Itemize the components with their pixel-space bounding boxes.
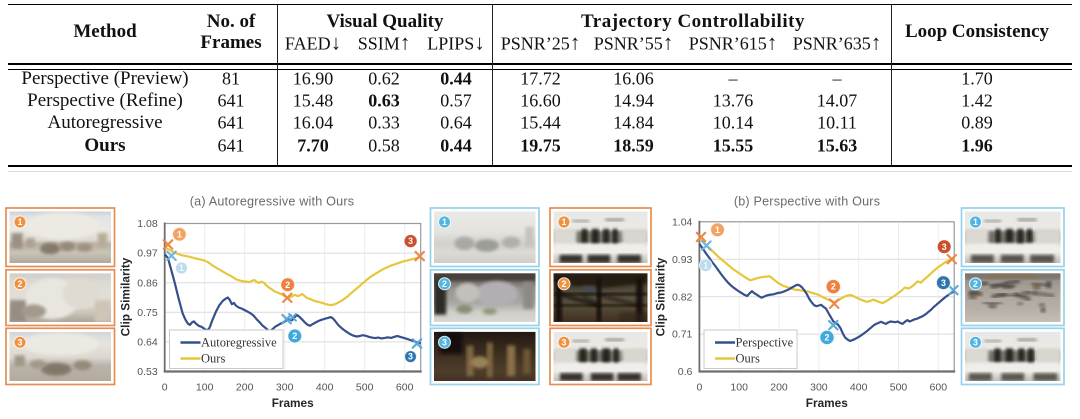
svg-text:1: 1 [442, 217, 447, 227]
svg-text:Frames: Frames [272, 396, 314, 410]
svg-text:1: 1 [562, 217, 567, 227]
svg-text:1: 1 [179, 263, 184, 273]
svg-text:3: 3 [408, 352, 413, 362]
svg-text:Frames: Frames [806, 396, 848, 410]
svg-text:0.71: 0.71 [672, 329, 693, 341]
svg-text:(b) Perspective with Ours: (b) Perspective with Ours [734, 195, 880, 209]
svg-text:0.64: 0.64 [137, 337, 158, 349]
svg-text:0.93: 0.93 [672, 254, 693, 266]
svg-text:2: 2 [442, 279, 447, 289]
svg-text:600: 600 [930, 382, 948, 394]
svg-text:3: 3 [442, 337, 447, 347]
svg-text:300: 300 [276, 382, 294, 394]
svg-text:1: 1 [18, 217, 23, 227]
svg-text:1: 1 [177, 229, 182, 239]
svg-text:Autoregressive: Autoregressive [201, 336, 277, 350]
svg-text:0.97: 0.97 [137, 248, 158, 260]
svg-text:100: 100 [730, 382, 748, 394]
svg-text:0.75: 0.75 [137, 307, 158, 319]
svg-text:2: 2 [285, 280, 290, 290]
svg-text:2: 2 [825, 333, 830, 343]
svg-text:1: 1 [715, 225, 720, 235]
svg-text:2: 2 [562, 279, 567, 289]
svg-text:Ours: Ours [201, 352, 225, 366]
svg-text:0: 0 [696, 382, 702, 394]
svg-text:1: 1 [973, 217, 978, 227]
svg-text:Clip Similarity: Clip Similarity [119, 257, 133, 336]
svg-text:1.04: 1.04 [672, 216, 693, 228]
svg-text:(a) Autoregressive with Ours: (a) Autoregressive with Ours [190, 195, 354, 209]
svg-text:0: 0 [162, 382, 168, 394]
svg-text:300: 300 [810, 382, 828, 394]
svg-text:3: 3 [973, 337, 978, 347]
svg-text:3: 3 [941, 278, 946, 288]
svg-text:0.82: 0.82 [672, 291, 693, 303]
svg-text:100: 100 [196, 382, 214, 394]
svg-text:400: 400 [850, 382, 868, 394]
svg-text:200: 200 [236, 382, 254, 394]
svg-text:0.6: 0.6 [678, 366, 693, 378]
svg-text:3: 3 [18, 337, 23, 347]
svg-text:2: 2 [973, 279, 978, 289]
svg-text:2: 2 [292, 331, 297, 341]
svg-text:3: 3 [408, 236, 413, 246]
svg-text:0.86: 0.86 [137, 277, 158, 289]
svg-text:2: 2 [18, 279, 23, 289]
svg-text:3: 3 [942, 242, 947, 252]
svg-text:600: 600 [396, 382, 414, 394]
svg-text:3: 3 [562, 337, 567, 347]
svg-text:0.53: 0.53 [137, 366, 158, 378]
svg-text:Ours: Ours [736, 352, 760, 366]
svg-text:1.08: 1.08 [137, 218, 158, 230]
svg-text:Clip Similarity: Clip Similarity [653, 257, 667, 336]
svg-text:Perspective: Perspective [736, 336, 794, 350]
svg-text:1: 1 [703, 260, 708, 270]
svg-text:2: 2 [831, 282, 836, 292]
svg-text:200: 200 [770, 382, 788, 394]
svg-text:400: 400 [316, 382, 334, 394]
svg-text:500: 500 [890, 382, 908, 394]
svg-text:500: 500 [356, 382, 374, 394]
